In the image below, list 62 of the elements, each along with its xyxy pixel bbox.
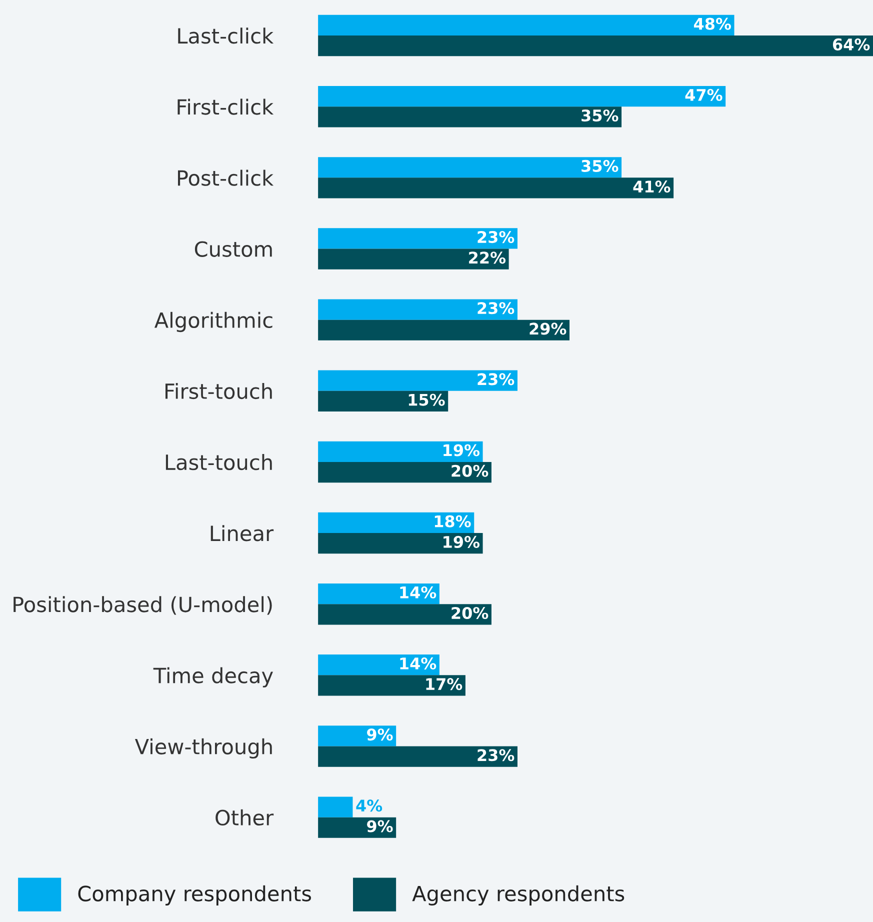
bar (318, 512, 474, 534)
data-label: 29% (530, 322, 566, 335)
y-tick-label: Custom (194, 241, 272, 257)
data-label: 14% (400, 657, 436, 670)
y-tick-label: View-through (134, 738, 272, 758)
data-label: 19% (444, 536, 480, 548)
y-tick-label: Algorithmic (154, 312, 272, 332)
bar (318, 14, 734, 36)
y-tick-label: Position-based (U-model) (14, 596, 272, 615)
data-label: 9% (367, 728, 393, 741)
bar (318, 462, 492, 483)
data-label: 9% (367, 820, 393, 832)
bar (318, 390, 448, 412)
bar (318, 604, 492, 625)
data-label: 22% (469, 252, 506, 264)
bar (318, 86, 726, 107)
bar (318, 726, 396, 746)
y-tick-label: First-click (178, 98, 274, 115)
bar (318, 178, 674, 198)
bar (318, 746, 518, 767)
data-label: 64% (832, 38, 870, 50)
bar (318, 106, 622, 128)
bar (318, 228, 518, 249)
data-label: 23% (478, 302, 514, 314)
bar (318, 817, 396, 838)
bar (318, 320, 570, 340)
data-label: 41% (633, 180, 670, 193)
bar (318, 583, 440, 604)
bar (318, 157, 622, 178)
data-label: 48% (694, 18, 731, 30)
data-label: 15% (408, 394, 445, 406)
data-label: 23% (478, 230, 514, 244)
legend-label: Agency respondents (412, 885, 624, 906)
bar (318, 370, 518, 391)
y-tick-label: Post-click (178, 170, 274, 186)
y-tick-label: Time decay (153, 667, 273, 688)
data-label: 4% (356, 800, 382, 812)
data-label: 23% (478, 749, 514, 762)
y-tick-label: First-touch (165, 382, 272, 400)
y-tick-label: Last-touch (166, 454, 272, 470)
bar (318, 299, 518, 320)
bar (318, 533, 483, 554)
bar (318, 675, 466, 696)
legend-label: Company respondents (78, 885, 312, 906)
data-label: 14% (400, 586, 436, 598)
bar (318, 796, 353, 818)
data-label: 35% (582, 109, 618, 122)
bar (318, 654, 440, 676)
data-label: 20% (452, 464, 488, 477)
data-label: 23% (478, 373, 514, 386)
data-label: 20% (452, 606, 488, 620)
y-tick-label: Other (216, 809, 274, 826)
y-tick-label: Linear (210, 525, 274, 542)
data-label: 19% (444, 444, 480, 456)
bar (318, 441, 483, 462)
y-tick-label: Last-click (178, 28, 274, 44)
data-label: 17% (426, 678, 462, 690)
data-label: 47% (685, 88, 722, 101)
data-label: 18% (434, 515, 471, 528)
bar (318, 248, 509, 270)
data-label: 35% (582, 160, 618, 172)
bar (318, 36, 873, 56)
